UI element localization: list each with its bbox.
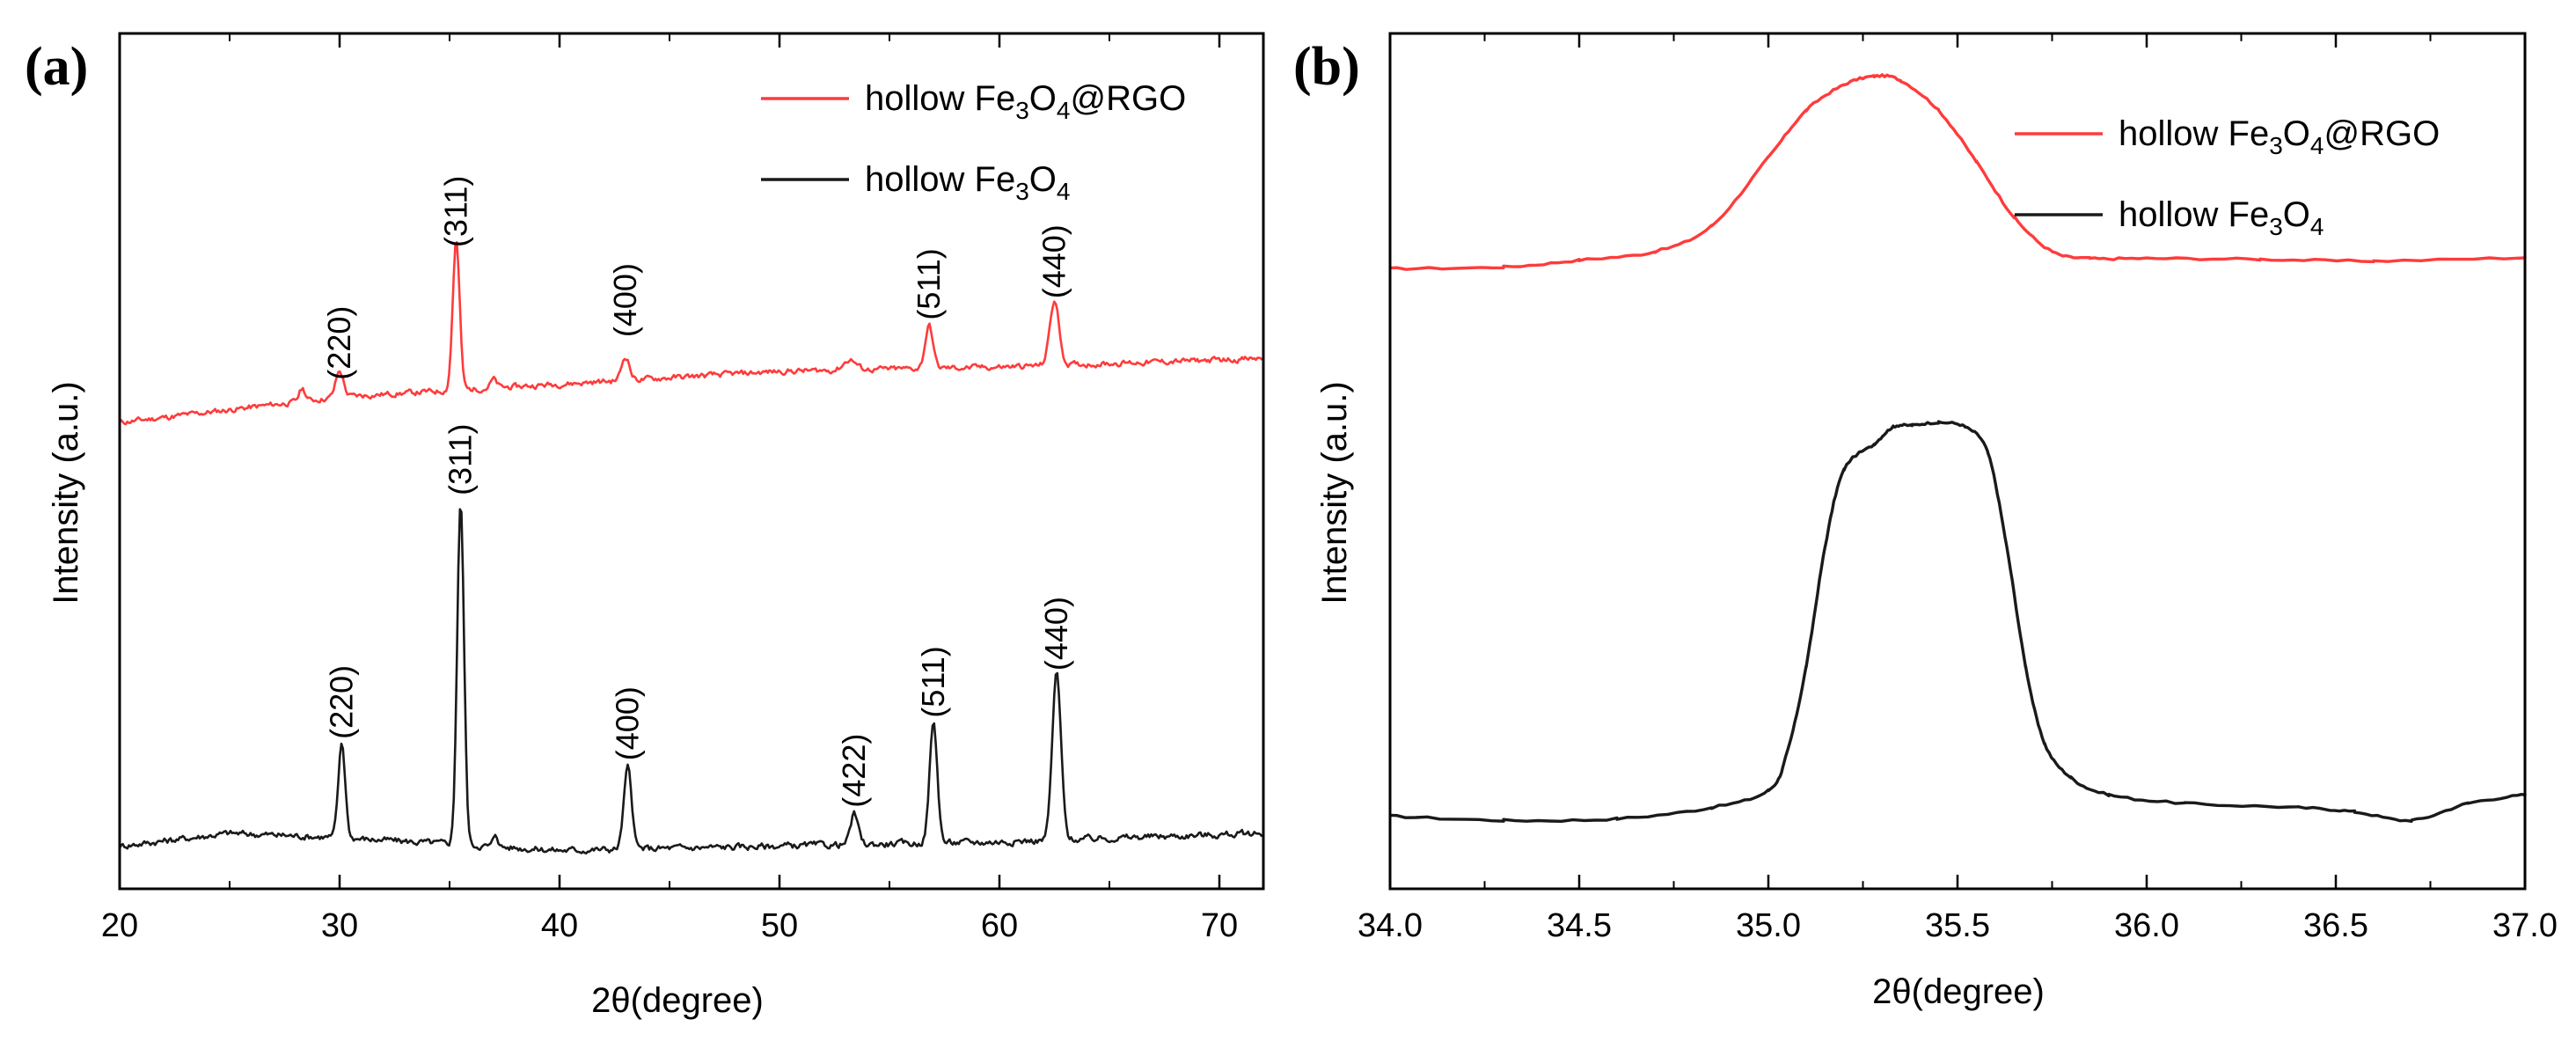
peak-label: (440) xyxy=(1038,597,1074,671)
x-tick-label: 50 xyxy=(761,907,798,944)
panel-b-label: (b) xyxy=(1293,37,1360,97)
peak-label: (511) xyxy=(911,248,947,319)
x-tick-label: 20 xyxy=(101,907,138,944)
peak-label: (422) xyxy=(836,734,872,808)
peak-label: (311) xyxy=(443,424,479,495)
panel-b-y-axis-label: Intensity (a.u.) xyxy=(1315,381,1354,604)
panel-b-x-axis-label: 2θ(degree) xyxy=(1872,972,2045,1011)
series-line-fe3o4 xyxy=(1389,420,2527,823)
panel-a-chart: (a) Intensity (a.u.) 2θ(degree) 20 30 40 50… xyxy=(25,32,1265,1020)
series-line-fe3o4 xyxy=(118,508,1263,854)
x-tick-label: 35.0 xyxy=(1736,907,1801,944)
x-tick-label: 34.0 xyxy=(1358,907,1423,944)
legend-entry-label: hollow Fe3O4 xyxy=(865,160,1070,205)
x-tick-label: 35.5 xyxy=(1925,907,1990,944)
peak-label: (220) xyxy=(321,306,357,380)
x-tick-label: 36.5 xyxy=(2303,907,2368,944)
peak-label: (220) xyxy=(324,665,360,739)
peak-label: (511) xyxy=(915,646,951,717)
series-line-fe3o4-rgo xyxy=(119,240,1263,426)
panel-b-chart: (b) Intensity (a.u.) 2θ(degree) 34.0 34.5… xyxy=(1293,32,2558,1011)
peak-label: (440) xyxy=(1036,224,1072,298)
x-tick-label: 70 xyxy=(1201,907,1238,944)
x-tick-label: 36.0 xyxy=(2114,907,2179,944)
x-tick-label: 60 xyxy=(981,907,1018,944)
x-tick-label: 30 xyxy=(321,907,358,944)
panel-a-y-axis-label: Intensity (a.u.) xyxy=(47,381,85,604)
peak-label: (400) xyxy=(610,686,646,760)
peak-label: (400) xyxy=(607,263,643,337)
legend-entry-label: hollow Fe3O4@RGO xyxy=(865,79,1186,124)
x-tick-label: 37.0 xyxy=(2492,907,2558,944)
plot-frame xyxy=(118,32,1265,891)
peak-label: (311) xyxy=(438,176,474,247)
plot-frame xyxy=(1388,32,2527,891)
series-line-fe3o4-rgo xyxy=(1389,73,2527,271)
x-tick-label: 40 xyxy=(541,907,578,944)
panel-a-label: (a) xyxy=(25,37,88,97)
x-tick-label: 34.5 xyxy=(1547,907,1612,944)
panel-a-x-axis-label: 2θ(degree) xyxy=(591,981,764,1020)
legend-entry-label: hollow Fe3O4@RGO xyxy=(2119,114,2440,159)
legend-entry-label: hollow Fe3O4 xyxy=(2119,195,2324,240)
